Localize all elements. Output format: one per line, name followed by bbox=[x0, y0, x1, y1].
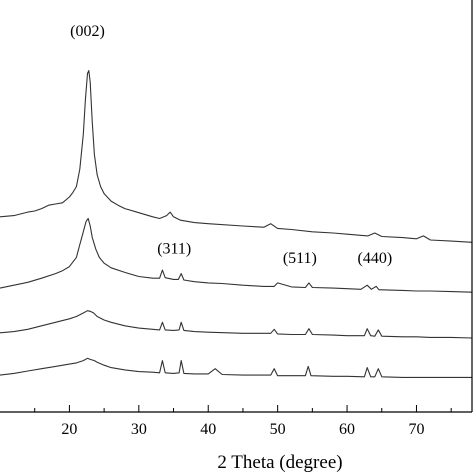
x-tick-label: 20 bbox=[61, 421, 77, 438]
x-tick-label: 40 bbox=[200, 421, 216, 438]
plot-lines bbox=[0, 70, 473, 378]
peak-label: (511) bbox=[283, 250, 317, 267]
peak-label: (002) bbox=[70, 23, 105, 40]
series-line-2 bbox=[0, 217, 473, 293]
series-line-4 bbox=[0, 357, 472, 378]
x-tick-label: 70 bbox=[408, 421, 424, 438]
peak-label: (311) bbox=[157, 240, 191, 257]
series-line-1 bbox=[0, 70, 473, 243]
x-tick-label: 60 bbox=[339, 421, 355, 438]
x-tick-label: 50 bbox=[270, 421, 286, 438]
x-axis-label: 2 Theta (degree) bbox=[217, 452, 342, 473]
x-tick-labels: 20 30 40 50 60 70 bbox=[61, 421, 424, 438]
series-line-3 bbox=[0, 310, 473, 339]
peak-label: (440) bbox=[357, 250, 392, 267]
x-tick-label: 30 bbox=[131, 421, 147, 438]
peak-annotations: (002) (311) (511) (440) bbox=[70, 23, 392, 267]
x-axis bbox=[0, 0, 473, 413]
